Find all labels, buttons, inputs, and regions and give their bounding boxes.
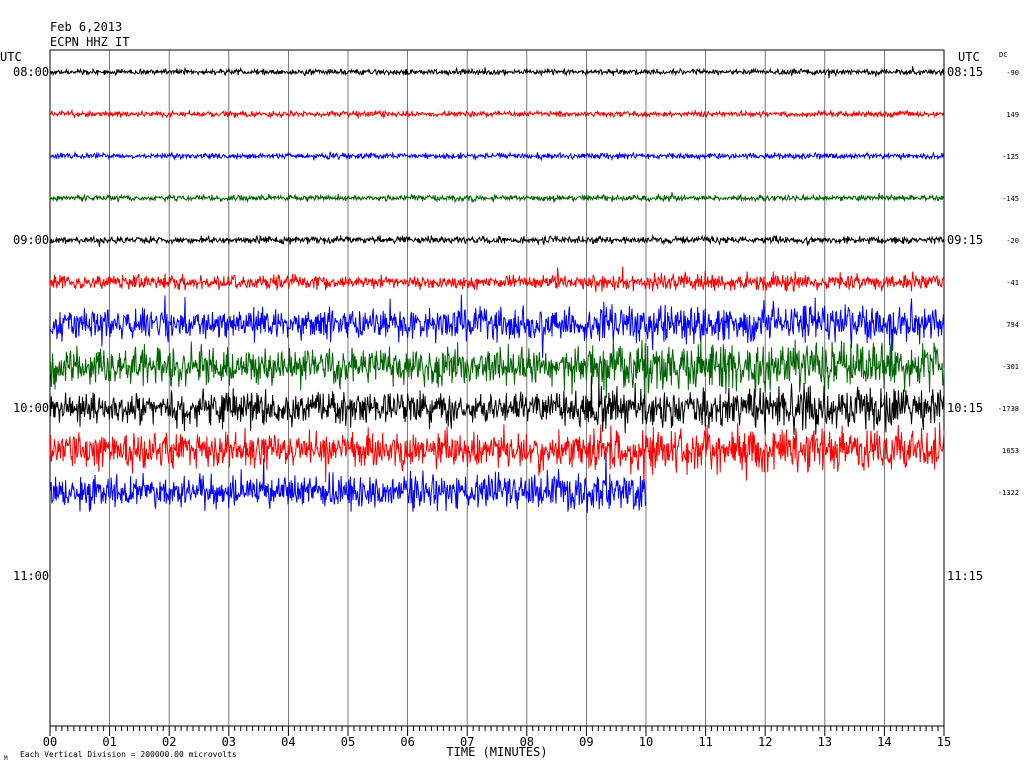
trace-line — [49, 422, 945, 490]
x-tick-label: 10 — [639, 735, 653, 749]
hour-label-right: 09:15 — [947, 233, 983, 247]
hour-label-left: 11:00 — [13, 569, 49, 583]
hour-label-right: 11:15 — [947, 569, 983, 583]
x-tick-label: 14 — [877, 735, 891, 749]
x-tick-label: 04 — [281, 735, 295, 749]
trace-line — [49, 375, 945, 435]
dc-label: DC — [999, 51, 1007, 59]
x-tick-label: 09 — [579, 735, 593, 749]
dc-value-label: -41 — [1006, 279, 1019, 287]
trace-line — [49, 233, 945, 247]
dc-value-label: -20 — [1006, 237, 1019, 245]
x-tick-label: 03 — [222, 735, 236, 749]
x-tick-label: 02 — [162, 735, 176, 749]
x-tick-label: 13 — [818, 735, 832, 749]
hour-label-right: 08:15 — [947, 65, 983, 79]
dc-labels: -90 149 -125 -145 -20 -41 794 -301 -1738 1653 -132… — [998, 69, 1019, 497]
trace-line — [49, 266, 945, 293]
x-tick-label: 11 — [698, 735, 712, 749]
trace-line — [49, 452, 647, 513]
scale-note: Each Vertical Division = 200000.00 micro… — [20, 750, 237, 759]
x-tick-label: 01 — [102, 735, 116, 749]
traces — [49, 66, 945, 513]
hour-label-left: 08:00 — [13, 65, 49, 79]
dc-value-label: -301 — [1002, 363, 1019, 371]
hour-label-right: 10:15 — [947, 401, 983, 415]
dc-value-label: -125 — [1002, 153, 1019, 161]
x-tick-label: 05 — [341, 735, 355, 749]
dc-value-label: 149 — [1006, 111, 1019, 119]
x-axis: 00 01 02 03 04 05 06 07 08 09 10 11 12 13 14 15 — [43, 726, 951, 749]
trace-line — [49, 108, 945, 119]
x-tick-label: 08 — [520, 735, 534, 749]
x-tick-label: 07 — [460, 735, 474, 749]
x-tick-label: 15 — [937, 735, 951, 749]
trace-line — [49, 192, 945, 204]
hour-label-left: 10:00 — [13, 401, 49, 415]
dc-value-label: 1653 — [1002, 447, 1019, 455]
dc-value-label: 794 — [1006, 321, 1019, 329]
trace-line — [49, 150, 945, 162]
trace-line — [49, 335, 945, 399]
vertical-grid — [109, 50, 885, 726]
x-tick-label: 00 — [43, 735, 57, 749]
dc-value-label: -90 — [1006, 69, 1019, 77]
chart-station: ECPN HHZ IT — [50, 35, 129, 49]
trace-line — [49, 294, 945, 358]
dc-value-label: -1738 — [998, 405, 1019, 413]
utc-label-left: UTC — [0, 50, 22, 64]
x-axis-label: TIME (MINUTES) — [446, 745, 547, 759]
hour-labels: 08:00 09:00 10:00 11:00 08:15 09:15 10:15 11:15 — [13, 65, 983, 583]
utc-label-right: UTC — [958, 50, 980, 64]
corner-mark: M — [4, 755, 8, 762]
x-tick-label: 06 — [400, 735, 414, 749]
x-tick-label: 12 — [758, 735, 772, 749]
dc-value-label: -145 — [1002, 195, 1019, 203]
trace-line — [49, 66, 945, 79]
hour-label-left: 09:00 — [13, 233, 49, 247]
chart-date: Feb 6,2013 — [50, 20, 122, 34]
dc-value-label: -1322 — [998, 489, 1019, 497]
